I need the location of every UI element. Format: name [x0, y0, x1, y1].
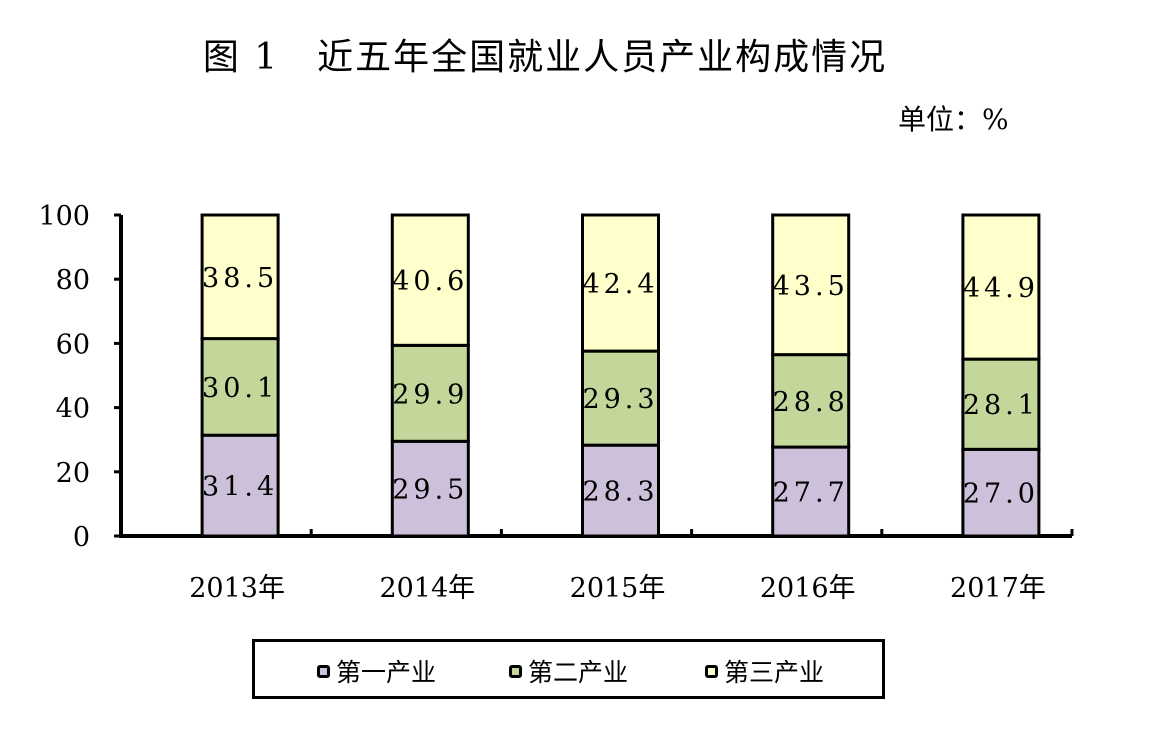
y-tick-label: 0	[73, 522, 90, 553]
data-label: 38.5	[202, 263, 278, 294]
legend-item: 第二产业	[509, 656, 629, 687]
bar-segment	[200, 337, 280, 437]
x-tick-label: 2017年	[950, 573, 1046, 604]
bar-segment	[771, 213, 851, 357]
data-label: 28.8	[773, 387, 849, 418]
y-tick-label: 60	[56, 329, 90, 360]
bar-segment	[390, 343, 470, 443]
legend-swatch	[509, 664, 522, 678]
bar-segment	[961, 447, 1041, 538]
bar-segment	[581, 349, 660, 447]
bar-segment	[771, 445, 851, 538]
unit-label: 单位：%	[898, 103, 1009, 136]
bar-segment	[200, 213, 280, 341]
data-label: 42.4	[582, 269, 658, 300]
data-label: 31.4	[202, 472, 278, 503]
bar-segment	[961, 213, 1041, 361]
bar-segment	[581, 443, 660, 538]
x-tick-label: 2015年	[570, 573, 666, 604]
x-tick-label: 2014年	[379, 573, 475, 604]
legend-swatch	[705, 664, 718, 678]
y-tick-label: 20	[56, 458, 90, 489]
data-label: 43.5	[773, 271, 849, 302]
legend-label: 第三产业	[724, 658, 825, 687]
x-tick-label: 2013年	[189, 573, 285, 604]
legend-item: 第一产业	[317, 656, 437, 687]
chart-title: 图 1 近五年全国就业人员产业构成情况	[202, 37, 888, 78]
data-label: 44.9	[963, 273, 1039, 304]
data-label: 29.5	[392, 475, 468, 506]
x-tick-label: 2016年	[760, 573, 856, 604]
y-tick-label: 80	[56, 265, 90, 296]
bar-segment	[771, 353, 851, 449]
bar-segment	[390, 213, 470, 347]
y-tick-label: 40	[56, 394, 90, 425]
data-label: 27.0	[963, 479, 1039, 510]
legend-swatch	[317, 664, 330, 678]
data-label: 28.1	[963, 390, 1039, 421]
bar-segment	[390, 439, 470, 538]
chart-plot: 0 20 40 60 80 100 31.4 30.1 38.5 2013年 29.5 29.9 40.…	[38, 201, 1074, 604]
legend-label: 第一产业	[336, 658, 437, 687]
bar-segment	[581, 213, 660, 353]
data-label: 40.6	[392, 266, 468, 297]
data-label: 29.3	[582, 384, 658, 415]
legend-label: 第二产业	[528, 658, 629, 687]
legend-item: 第三产业	[705, 656, 825, 687]
data-label: 29.9	[392, 379, 468, 410]
legend: 第一产业 第二产业 第三产业	[252, 639, 885, 699]
data-label: 30.1	[202, 373, 278, 404]
data-label: 28.3	[582, 477, 658, 508]
y-tick-label: 100	[38, 201, 90, 232]
data-label: 27.7	[773, 478, 849, 509]
